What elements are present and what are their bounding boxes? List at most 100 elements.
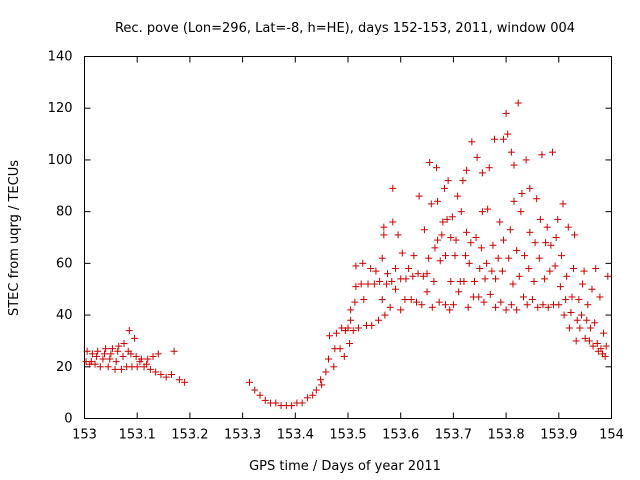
- data-point: [522, 156, 530, 164]
- data-point: [360, 296, 368, 304]
- data-point: [463, 228, 471, 236]
- data-point: [548, 148, 556, 156]
- data-point: [112, 358, 120, 366]
- data-point: [83, 347, 91, 355]
- data-point: [498, 267, 506, 275]
- data-points: [82, 99, 612, 410]
- data-point: [346, 340, 354, 348]
- data-point: [435, 298, 443, 306]
- data-point: [397, 306, 405, 314]
- data-point: [127, 350, 135, 358]
- data-point: [543, 223, 551, 231]
- data-point: [592, 265, 600, 273]
- data-point: [502, 109, 510, 117]
- data-point: [344, 324, 352, 332]
- data-point: [507, 148, 515, 156]
- data-point: [117, 365, 125, 373]
- data-point: [420, 226, 428, 234]
- data-point: [499, 236, 507, 244]
- data-point: [559, 200, 567, 208]
- data-point: [515, 272, 523, 280]
- data-point: [556, 283, 564, 291]
- data-point: [478, 208, 486, 216]
- data-point: [423, 270, 431, 278]
- data-point: [364, 280, 372, 288]
- data-point: [514, 99, 522, 107]
- data-point: [107, 350, 115, 358]
- data-point: [312, 386, 320, 394]
- data-point: [115, 342, 123, 350]
- data-point: [470, 277, 478, 285]
- data-point: [584, 301, 592, 309]
- data-point: [368, 321, 376, 329]
- data-point: [376, 277, 384, 285]
- data-point: [441, 301, 449, 309]
- data-point: [119, 352, 127, 360]
- data-point: [454, 192, 462, 200]
- data-point: [505, 254, 513, 262]
- data-point: [448, 213, 456, 221]
- data-point: [460, 277, 468, 285]
- data-point: [531, 239, 539, 247]
- data-point: [502, 306, 510, 314]
- x-tick-label: 153: [72, 428, 97, 443]
- data-point: [441, 252, 449, 260]
- data-point: [472, 234, 480, 241]
- data-point: [87, 358, 95, 366]
- data-point: [572, 337, 580, 345]
- data-point: [583, 316, 591, 324]
- data-point: [413, 298, 421, 306]
- data-point: [593, 340, 601, 348]
- data-point: [433, 164, 441, 172]
- data-point: [463, 166, 471, 174]
- data-point: [494, 254, 502, 262]
- data-point: [351, 298, 359, 306]
- data-point: [352, 283, 360, 291]
- data-point: [557, 252, 565, 260]
- data-point: [427, 200, 435, 208]
- data-point: [542, 239, 550, 247]
- data-point: [93, 352, 101, 360]
- data-point: [496, 218, 504, 226]
- data-point: [431, 244, 439, 252]
- data-point: [428, 303, 436, 311]
- data-point: [398, 249, 406, 257]
- data-point: [149, 352, 157, 360]
- data-point: [499, 135, 507, 143]
- data-point: [167, 371, 175, 379]
- data-point: [426, 159, 434, 167]
- data-point: [581, 334, 589, 342]
- data-point: [251, 386, 259, 394]
- data-point: [367, 265, 375, 273]
- data-point: [519, 293, 527, 301]
- data-point: [181, 378, 189, 386]
- data-point: [410, 252, 418, 260]
- data-point: [104, 363, 112, 371]
- data-point: [439, 218, 447, 226]
- data-point: [591, 319, 599, 327]
- x-tick-label: 153.7: [435, 428, 472, 443]
- data-point: [357, 280, 365, 288]
- data-point: [170, 347, 178, 355]
- data-point: [510, 161, 518, 169]
- data-point: [491, 135, 499, 143]
- x-tick-label: 153.5: [329, 428, 366, 443]
- data-point: [401, 296, 409, 304]
- data-point: [144, 355, 152, 363]
- data-point: [567, 308, 575, 316]
- data-point: [530, 277, 538, 285]
- data-point: [477, 244, 485, 252]
- data-point: [576, 324, 584, 332]
- data-point: [131, 334, 139, 342]
- data-point: [326, 332, 334, 340]
- data-point: [589, 342, 597, 350]
- data-point: [245, 378, 253, 386]
- data-point: [485, 164, 493, 172]
- data-point: [438, 231, 446, 239]
- data-point: [476, 265, 484, 273]
- data-point: [551, 262, 559, 270]
- data-point: [580, 267, 588, 275]
- data-point: [380, 223, 388, 231]
- y-tick-label: 60: [56, 256, 73, 271]
- data-point: [546, 267, 554, 275]
